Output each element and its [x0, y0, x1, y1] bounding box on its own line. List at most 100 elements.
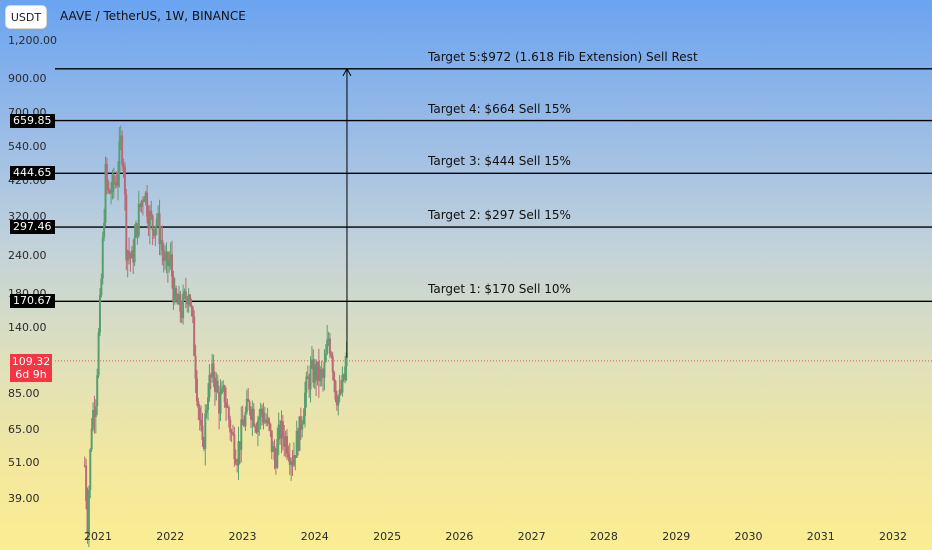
candle-body: [187, 294, 190, 305]
candle-body: [194, 355, 197, 379]
candle-body: [258, 416, 261, 421]
candle-body: [249, 410, 252, 420]
y-tick-label: 240.00: [8, 248, 47, 262]
x-tick-label: 2024: [300, 530, 329, 543]
candle-body: [240, 419, 243, 450]
x-tick-label: 2026: [445, 530, 474, 543]
candle-body: [335, 399, 338, 406]
candle-body: [137, 203, 140, 236]
candle-body: [302, 415, 305, 425]
candle-body: [226, 407, 229, 409]
candle-body: [172, 276, 175, 303]
candle-body: [159, 240, 162, 245]
candle-body: [220, 388, 223, 394]
candle-body: [290, 461, 293, 465]
candle-body: [155, 219, 158, 227]
candle-body: [197, 401, 200, 408]
candle-body: [176, 298, 179, 305]
candle-body: [237, 441, 240, 466]
candle-body: [319, 369, 322, 382]
candle-body: [123, 166, 126, 195]
candle-body: [327, 338, 330, 340]
candle-body: [126, 250, 129, 261]
target-annotation[interactable]: Target 2: $297 Sell 15%: [428, 208, 571, 223]
candle-body: [345, 352, 348, 367]
candle-body: [100, 278, 103, 296]
y-tick-label: 51.00: [8, 455, 40, 469]
chart-title: AAVE / TetherUS, 1W, BINANCE: [60, 9, 246, 23]
projection-arrow-head: [342, 67, 352, 77]
candle-body: [304, 392, 307, 416]
candle-body: [136, 223, 139, 236]
candle-body: [340, 389, 343, 393]
current-price-label: 109.32: [11, 354, 51, 368]
candle-body: [225, 402, 228, 408]
candle-body: [183, 291, 186, 294]
candle-body: [326, 339, 329, 354]
candle-body: [324, 353, 327, 362]
candle-body: [254, 425, 257, 428]
candle-body: [310, 359, 313, 366]
candle-body: [267, 418, 270, 424]
candle-body: [219, 393, 222, 414]
x-tick-label: 2029: [662, 530, 691, 543]
candle-body: [315, 364, 318, 381]
candle-body: [168, 261, 171, 267]
candle-body: [83, 465, 86, 467]
target-annotation[interactable]: Target 3: $444 Sell 15%: [428, 154, 571, 169]
candle-body: [114, 182, 117, 185]
candle-body: [121, 135, 124, 165]
candle-body: [157, 213, 160, 220]
target-annotation[interactable]: Target 1: $170 Sell 10%: [428, 282, 571, 297]
candle-body: [177, 293, 180, 305]
candle-body: [306, 376, 309, 379]
candle-body: [198, 407, 201, 420]
candle-body: [280, 421, 283, 439]
x-tick-label: 2030: [734, 530, 763, 543]
candle-body: [209, 375, 212, 378]
candle-body: [330, 353, 333, 357]
candle-body: [140, 200, 143, 207]
candle-body: [116, 172, 119, 186]
candle-body: [179, 293, 182, 312]
candle-body: [277, 424, 280, 440]
symbol-button[interactable]: USDT: [6, 6, 46, 28]
candle-body: [274, 460, 277, 468]
x-tick-label: 2022: [156, 530, 185, 543]
candle-body: [233, 434, 236, 460]
candle-body: [204, 413, 207, 449]
candle-body: [256, 420, 259, 433]
candle-body: [337, 395, 340, 406]
candle-body: [292, 455, 295, 466]
candle-body: [118, 141, 121, 173]
candle-body: [128, 250, 131, 255]
target-annotation[interactable]: Target 5:$972 (1.618 Fib Extension) Sell…: [428, 49, 698, 64]
candle-body: [147, 216, 150, 229]
candle-body: [165, 252, 168, 260]
candle-body: [328, 338, 331, 354]
candle-body: [202, 440, 205, 449]
candle-body: [101, 237, 104, 279]
candle-body: [164, 259, 167, 261]
candle-body: [216, 380, 219, 392]
candle-body: [129, 254, 132, 259]
candle-body: [190, 305, 193, 308]
candle-body: [294, 455, 297, 458]
candle-body: [313, 364, 316, 383]
candle-body: [93, 409, 96, 418]
candle-body: [230, 432, 233, 434]
candle-body: [103, 222, 106, 238]
candle-body: [166, 252, 169, 267]
candle-body: [309, 365, 312, 390]
target-annotation[interactable]: Target 4: $664 Sell 15%: [428, 101, 571, 116]
candle-body: [270, 430, 273, 452]
candle-body: [146, 192, 149, 217]
candle-body: [207, 397, 210, 411]
candle-body: [115, 182, 118, 186]
candle-body: [222, 385, 225, 389]
candle-body: [308, 378, 311, 390]
candle-body: [262, 412, 265, 423]
candle-body: [139, 203, 142, 207]
x-tick-label: 2027: [517, 530, 546, 543]
